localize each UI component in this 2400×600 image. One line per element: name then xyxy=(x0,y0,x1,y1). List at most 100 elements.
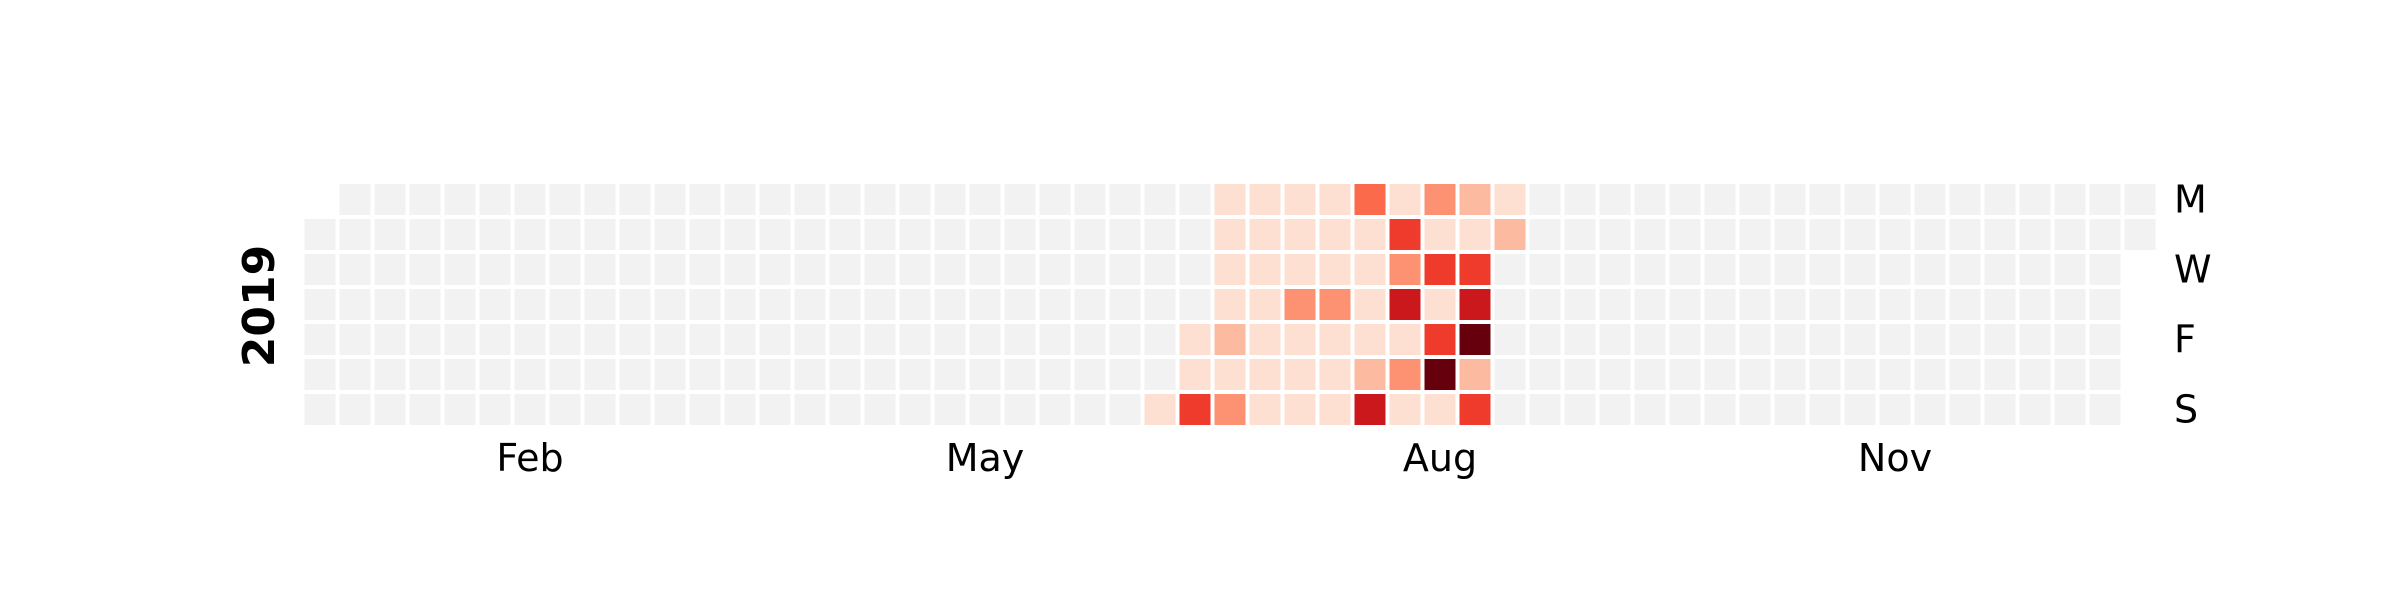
day-cell xyxy=(829,359,861,390)
day-cell xyxy=(1144,184,1176,215)
day-cell xyxy=(1809,324,1841,355)
day-cell xyxy=(374,394,406,425)
day-cell xyxy=(1564,289,1596,320)
day-cell xyxy=(444,254,476,285)
day-cell xyxy=(1179,219,1211,250)
day-cell xyxy=(1669,254,1701,285)
day-cell xyxy=(619,324,651,355)
day-cell xyxy=(724,324,756,355)
day-cell xyxy=(1459,254,1491,285)
day-cell xyxy=(1039,254,1071,285)
day-cell xyxy=(1914,184,1946,215)
day-cell xyxy=(339,394,371,425)
day-cell xyxy=(2089,184,2121,215)
day-cell xyxy=(479,254,511,285)
day-cell xyxy=(1949,359,1981,390)
day-cell xyxy=(1529,219,1561,250)
day-cell xyxy=(864,184,896,215)
day-cell xyxy=(479,359,511,390)
day-cell xyxy=(724,254,756,285)
day-cell xyxy=(689,184,721,215)
day-cell xyxy=(1844,324,1876,355)
day-cell xyxy=(1949,254,1981,285)
day-cell xyxy=(899,394,931,425)
day-cell xyxy=(514,254,546,285)
day-cell xyxy=(1354,289,1386,320)
day-cell xyxy=(1844,359,1876,390)
day-cell xyxy=(1739,289,1771,320)
day-cell xyxy=(1214,289,1246,320)
day-cell xyxy=(1109,394,1141,425)
day-cell xyxy=(1004,219,1036,250)
day-cell xyxy=(1354,219,1386,250)
day-cell xyxy=(1214,254,1246,285)
day-cell xyxy=(619,219,651,250)
day-cell xyxy=(689,359,721,390)
day-cell xyxy=(2054,254,2086,285)
day-cell xyxy=(584,219,616,250)
day-cell xyxy=(1319,219,1351,250)
day-cell xyxy=(1564,184,1596,215)
day-cell xyxy=(1529,359,1561,390)
day-cell xyxy=(1564,359,1596,390)
heatmap-cells xyxy=(304,184,2156,425)
day-cell xyxy=(1144,254,1176,285)
day-cell xyxy=(549,394,581,425)
day-cell xyxy=(1669,394,1701,425)
day-cell xyxy=(514,359,546,390)
day-cell xyxy=(899,289,931,320)
day-cell xyxy=(1879,394,1911,425)
day-cell xyxy=(1984,219,2016,250)
day-cell xyxy=(1109,324,1141,355)
day-cell xyxy=(1074,254,1106,285)
day-cell xyxy=(2054,289,2086,320)
day-cell xyxy=(864,254,896,285)
day-cell xyxy=(2019,254,2051,285)
day-cell xyxy=(654,254,686,285)
day-cell xyxy=(1214,394,1246,425)
day-cell xyxy=(374,359,406,390)
day-cell xyxy=(1424,324,1456,355)
day-cell xyxy=(1739,254,1771,285)
day-cell xyxy=(1319,289,1351,320)
day-cell xyxy=(829,289,861,320)
day-cell xyxy=(1249,394,1281,425)
day-cell xyxy=(1284,394,1316,425)
day-cell xyxy=(2089,289,2121,320)
day-cell xyxy=(1914,219,1946,250)
day-cell xyxy=(2089,254,2121,285)
day-cell xyxy=(1879,324,1911,355)
day-cell xyxy=(1914,359,1946,390)
day-cell xyxy=(1914,394,1946,425)
day-label: F xyxy=(2174,318,2196,362)
day-cell xyxy=(1249,254,1281,285)
day-cell xyxy=(1774,324,1806,355)
day-cell xyxy=(759,359,791,390)
day-cell xyxy=(1354,254,1386,285)
day-cell xyxy=(689,254,721,285)
day-cell xyxy=(1039,324,1071,355)
day-cell xyxy=(1039,289,1071,320)
day-cell xyxy=(1494,184,1526,215)
day-cell xyxy=(829,254,861,285)
day-cell xyxy=(1074,184,1106,215)
day-cell xyxy=(1879,289,1911,320)
day-cell xyxy=(1424,219,1456,250)
day-cell xyxy=(2124,184,2156,215)
day-cell xyxy=(1669,359,1701,390)
day-cell xyxy=(549,289,581,320)
day-cell xyxy=(339,359,371,390)
day-cell xyxy=(969,219,1001,250)
day-cell xyxy=(1704,184,1736,215)
day-cell xyxy=(969,324,1001,355)
day-cell xyxy=(1704,289,1736,320)
day-cell xyxy=(2089,394,2121,425)
month-labels: Feb May Aug Nov xyxy=(496,436,1932,480)
month-label: Nov xyxy=(1858,436,1932,480)
day-cell xyxy=(1914,289,1946,320)
day-cell xyxy=(934,254,966,285)
day-cell xyxy=(1564,394,1596,425)
day-cell xyxy=(1319,254,1351,285)
year-label: 2019 xyxy=(234,245,285,367)
day-cell xyxy=(1704,219,1736,250)
